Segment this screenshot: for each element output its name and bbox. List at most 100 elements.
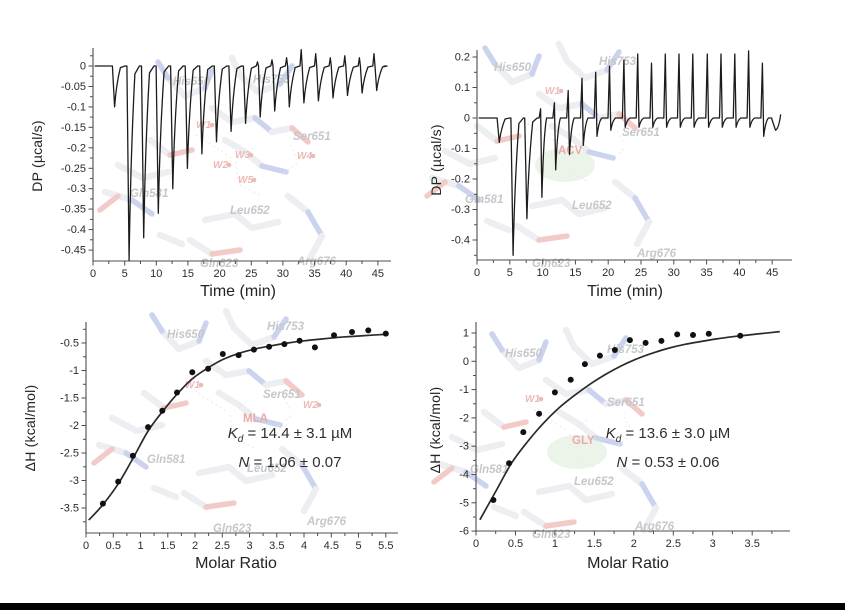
y-tick-label: -3 bbox=[459, 441, 469, 453]
bg-residue-label: Gln581 bbox=[470, 464, 508, 476]
x-tick-label: 5 bbox=[355, 540, 361, 552]
bg-residue-label: His753 bbox=[267, 321, 305, 333]
bg-residue-label: Gln623 bbox=[532, 529, 571, 541]
bg-residue-label: Arg676 bbox=[634, 521, 675, 533]
y-tick-label: 0.2 bbox=[455, 52, 470, 64]
axes bbox=[92, 48, 391, 262]
bg-structure-group: His650 His753 Ser651 Gln581 Leu652 Gln623 Arg6… bbox=[431, 326, 675, 541]
bg-water-label: W1 bbox=[185, 380, 200, 391]
x-tick-label: 35 bbox=[700, 267, 712, 279]
x-ticks bbox=[92, 261, 379, 266]
bg-water-label: W2 bbox=[303, 400, 318, 411]
x-tick-label: 2.5 bbox=[215, 540, 230, 552]
x-tick-label: 40 bbox=[340, 268, 352, 280]
bg-residue-label: Ser651 bbox=[607, 397, 645, 409]
bg-residue-label: His753 bbox=[599, 56, 637, 68]
x-axis-label-text: Molar Ratio bbox=[195, 555, 277, 572]
y-tick-label: -2 bbox=[69, 420, 79, 432]
data-point bbox=[536, 410, 543, 417]
y-tick-label: -0.25 bbox=[61, 163, 86, 175]
bg-water-marker bbox=[248, 152, 254, 158]
y-tick-label: -0.45 bbox=[61, 245, 86, 257]
y-tick-label: 0 bbox=[80, 61, 86, 73]
x-tick-label: 0 bbox=[83, 540, 89, 552]
x-tick-label: 3 bbox=[710, 538, 716, 550]
bg-residue-label: Leu652 bbox=[230, 205, 270, 217]
y-tick-label: -3 bbox=[69, 475, 79, 487]
y-tick-label: -0.5 bbox=[60, 338, 79, 350]
dp-trace bbox=[94, 48, 388, 261]
axes bbox=[476, 50, 792, 261]
x-tick-label: 30 bbox=[668, 267, 680, 279]
x-tick-label: 4.5 bbox=[324, 540, 339, 552]
data-point bbox=[219, 351, 226, 357]
y-tick-label: -0.2 bbox=[67, 142, 86, 154]
y-tick-labels: 0.2 0.1 0 -0.1 -0.2 -0.3 -0.4 bbox=[451, 52, 470, 247]
bg-residue-label: Leu652 bbox=[247, 463, 287, 475]
x-tick-label: 2 bbox=[192, 540, 198, 552]
x-tick-label: 10 bbox=[536, 267, 548, 279]
data-point bbox=[658, 337, 665, 344]
y-tick-label: -5 bbox=[459, 497, 469, 509]
x-tick-label: 10 bbox=[150, 268, 162, 280]
data-point bbox=[311, 344, 318, 351]
data-point bbox=[551, 389, 558, 396]
panel-top-right-thermogram: His650 His753 Ser651 Gln581 Leu652 Gln623 Arg6… bbox=[422, 0, 845, 300]
bottom-border-bar bbox=[0, 603, 845, 610]
bg-water-marker bbox=[226, 162, 232, 168]
y-tick-label: -0.4 bbox=[451, 235, 470, 247]
y-tick-label: -0.4 bbox=[67, 224, 86, 236]
data-point bbox=[705, 330, 712, 337]
thermogram-chart: 0 5 10 15 20 25 30 35 40 45 0.2 0.1 0 -0.1 -0.2 -0.3 -0.… bbox=[451, 50, 792, 279]
data-point bbox=[99, 500, 106, 507]
x-tick-label: 3.5 bbox=[269, 540, 284, 552]
data-point bbox=[596, 352, 603, 359]
data-point bbox=[611, 347, 618, 353]
bg-water-label: W1 bbox=[525, 394, 540, 405]
bg-ligand-density bbox=[535, 148, 595, 182]
data-point bbox=[296, 337, 303, 344]
y-tick-label: -0.15 bbox=[61, 122, 86, 134]
x-tick-label: 2 bbox=[631, 538, 637, 550]
panel-bottom-right-isotherm: His650 His753 Ser651 Gln581 Leu652 Gln623 Arg6… bbox=[422, 300, 845, 592]
data-point bbox=[174, 389, 180, 396]
data-point bbox=[626, 337, 633, 344]
x-tick-label: 3 bbox=[246, 540, 252, 552]
x-tick-label: 0 bbox=[90, 268, 96, 280]
y-tick-label: -2 bbox=[459, 412, 469, 424]
x-tick-label: 15 bbox=[569, 267, 581, 279]
bg-residue-label: His650 bbox=[494, 62, 532, 74]
data-point bbox=[349, 329, 355, 335]
bg-sticks bbox=[97, 54, 326, 262]
data-point bbox=[674, 331, 681, 338]
data-point bbox=[520, 429, 527, 436]
x-tick-label: 1.5 bbox=[587, 538, 602, 550]
bg-residue-label: Arg676 bbox=[296, 256, 337, 268]
kd-value-line: Kd = 14.4 ± 3.1 µM bbox=[227, 425, 353, 445]
data-point bbox=[145, 424, 152, 431]
x-tick-label: 4 bbox=[301, 540, 307, 552]
x-tick-label: 5 bbox=[507, 267, 513, 279]
y-tick-label: -2.5 bbox=[60, 448, 79, 460]
molecular-background: His650 His753 Ser651 Gln581 Leu652 Gln623 Arg6… bbox=[424, 40, 677, 270]
y-tick-label: -1.5 bbox=[60, 393, 79, 405]
bg-residue-label: Leu652 bbox=[574, 476, 614, 488]
y-tick-label: -0.3 bbox=[451, 204, 470, 216]
bg-ligand-label: MLA bbox=[243, 413, 268, 425]
bg-residue-label: Arg676 bbox=[306, 516, 347, 528]
bg-structure-group: His650 His753 Ser651 Gln581 Leu652 Gln623 Arg6… bbox=[424, 40, 677, 270]
x-tick-label: 20 bbox=[213, 268, 225, 280]
x-tick-labels: 0 5 10 15 20 25 30 35 40 45 bbox=[474, 267, 778, 279]
x-axis-label: Molar Ratio bbox=[195, 555, 277, 573]
n-value-line: N = 0.53 ± 0.06 bbox=[616, 454, 720, 471]
x-axis-label-text: Time (min) bbox=[587, 283, 663, 300]
bg-water-marker bbox=[538, 396, 544, 402]
y-ticks bbox=[471, 332, 476, 532]
bg-residue-label: Gln623 bbox=[532, 258, 571, 270]
bg-residue-label: Gln623 bbox=[213, 523, 252, 535]
bg-residue-label: Ser651 bbox=[622, 127, 660, 139]
kd-value-line: Kd = 13.6 ± 3.0 µM bbox=[605, 425, 731, 445]
data-point bbox=[382, 330, 389, 337]
data-point bbox=[159, 407, 166, 414]
bg-residue-label: His753 bbox=[607, 344, 645, 356]
